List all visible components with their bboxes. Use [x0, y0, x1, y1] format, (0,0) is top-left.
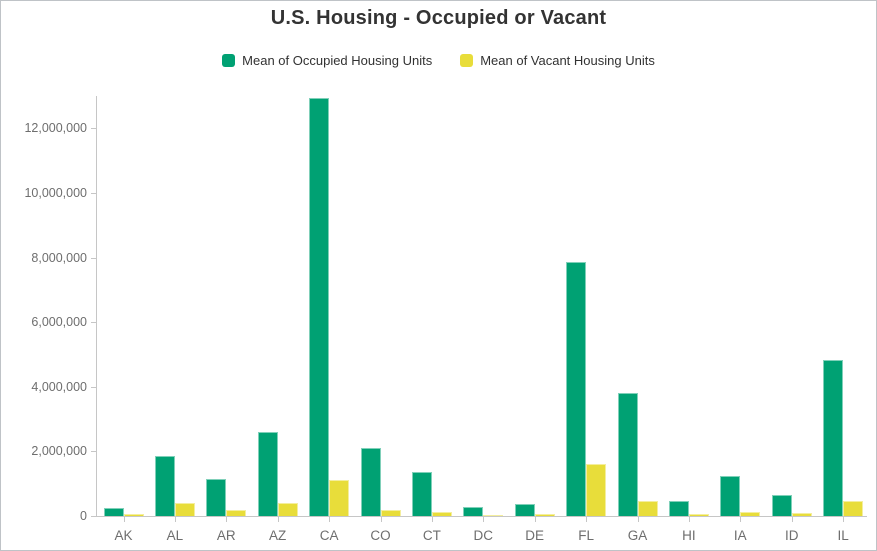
- y-axis-tick: [91, 192, 96, 194]
- x-axis-tick-label: AR: [216, 528, 236, 543]
- y-axis-line: [96, 96, 97, 516]
- bar-occupied-il[interactable]: [823, 360, 844, 516]
- bar-occupied-ar[interactable]: [206, 479, 227, 516]
- x-axis-tick-label: ID: [784, 528, 799, 543]
- bar-vacant-co[interactable]: [380, 510, 401, 516]
- bar-vacant-hi[interactable]: [688, 513, 709, 516]
- y-axis-tick-label: 8,000,000: [31, 250, 87, 265]
- x-axis-tick-label: CA: [319, 528, 339, 543]
- y-axis-tick-label: 2,000,000: [31, 444, 87, 459]
- x-axis-tick-label: AK: [114, 528, 133, 543]
- bar-occupied-id[interactable]: [771, 495, 792, 516]
- x-axis-tick: [431, 517, 433, 522]
- y-axis-tick-label: 0: [80, 509, 87, 523]
- bar-vacant-ar[interactable]: [226, 510, 247, 516]
- x-axis-tick: [380, 517, 382, 522]
- x-axis-tick-label: AL: [166, 528, 184, 543]
- x-axis-tick: [483, 517, 485, 522]
- bar-vacant-de[interactable]: [534, 514, 555, 516]
- bar-vacant-ia[interactable]: [740, 512, 761, 516]
- bar-vacant-dc[interactable]: [483, 514, 504, 516]
- y-axis-tick-label: 12,000,000: [24, 121, 87, 136]
- bar-occupied-de[interactable]: [514, 504, 535, 516]
- x-axis-tick: [534, 517, 536, 522]
- y-axis-tick: [91, 128, 96, 130]
- x-axis-tick: [329, 517, 331, 522]
- x-axis-tick-label: HI: [682, 528, 696, 543]
- x-axis-tick-label: CO: [370, 528, 391, 543]
- x-axis-tick: [226, 517, 228, 522]
- y-axis-tick: [91, 386, 96, 388]
- legend-label-vacant: Mean of Vacant Housing Units: [480, 53, 655, 68]
- bar-occupied-ga[interactable]: [617, 393, 638, 516]
- chart-title: U.S. Housing - Occupied or Vacant: [270, 7, 607, 29]
- x-axis-tick-label: FL: [578, 528, 594, 543]
- y-axis-tick-label: 4,000,000: [31, 379, 87, 394]
- x-axis-tick: [791, 517, 793, 522]
- legend-item-vacant[interactable]: Mean of Vacant Housing Units: [460, 53, 655, 68]
- y-axis-tick: [91, 516, 96, 517]
- bar-occupied-ca[interactable]: [309, 97, 330, 516]
- x-axis-tick: [637, 517, 639, 522]
- bar-occupied-ak[interactable]: [103, 508, 124, 516]
- y-axis-tick-label: 10,000,000: [24, 185, 87, 200]
- bar-occupied-fl[interactable]: [566, 262, 587, 516]
- bar-occupied-al[interactable]: [154, 455, 175, 516]
- y-axis-tick-label: 6,000,000: [31, 315, 87, 330]
- bar-vacant-ca[interactable]: [329, 480, 350, 516]
- bar-vacant-fl[interactable]: [586, 463, 607, 516]
- x-axis-tick-label: DC: [473, 528, 494, 543]
- x-axis-tick-label: IL: [837, 528, 849, 543]
- x-axis-tick-label: GA: [627, 528, 648, 543]
- occupied-series-swatch-icon: [222, 54, 236, 67]
- x-axis-tick: [688, 517, 690, 522]
- bar-occupied-ia[interactable]: [720, 475, 741, 516]
- bar-vacant-az[interactable]: [277, 503, 298, 516]
- x-axis-tick: [123, 517, 125, 522]
- bar-vacant-ct[interactable]: [431, 512, 452, 516]
- x-axis-tick-label: CT: [422, 528, 441, 543]
- bar-vacant-al[interactable]: [174, 503, 195, 516]
- y-axis-tick: [91, 322, 96, 324]
- x-axis-tick-label: IA: [733, 528, 747, 543]
- x-axis-tick-label: DE: [525, 528, 545, 543]
- bar-occupied-hi[interactable]: [668, 501, 689, 516]
- bar-occupied-ct[interactable]: [411, 472, 432, 516]
- x-axis-tick: [740, 517, 742, 522]
- y-axis-tick: [91, 257, 96, 259]
- legend: Mean of Occupied Housing Units Mean of V…: [1, 53, 876, 68]
- x-axis-tick: [277, 517, 279, 522]
- bar-vacant-il[interactable]: [843, 501, 864, 516]
- x-axis-tick: [174, 517, 176, 522]
- y-axis-tick: [91, 451, 96, 453]
- x-axis-line: [91, 516, 867, 517]
- legend-label-occupied: Mean of Occupied Housing Units: [242, 53, 433, 68]
- x-axis-tick: [586, 517, 588, 522]
- legend-item-occupied[interactable]: Mean of Occupied Housing Units: [222, 53, 432, 68]
- bar-vacant-id[interactable]: [791, 513, 812, 516]
- bar-occupied-co[interactable]: [360, 448, 381, 516]
- bar-occupied-az[interactable]: [257, 432, 278, 516]
- vacant-series-swatch-icon: [460, 54, 474, 67]
- x-axis-tick: [843, 517, 845, 522]
- bar-occupied-dc[interactable]: [463, 506, 484, 516]
- bar-vacant-ak[interactable]: [123, 514, 144, 516]
- x-axis-tick-label: AZ: [269, 528, 287, 543]
- bar-vacant-ga[interactable]: [637, 500, 658, 516]
